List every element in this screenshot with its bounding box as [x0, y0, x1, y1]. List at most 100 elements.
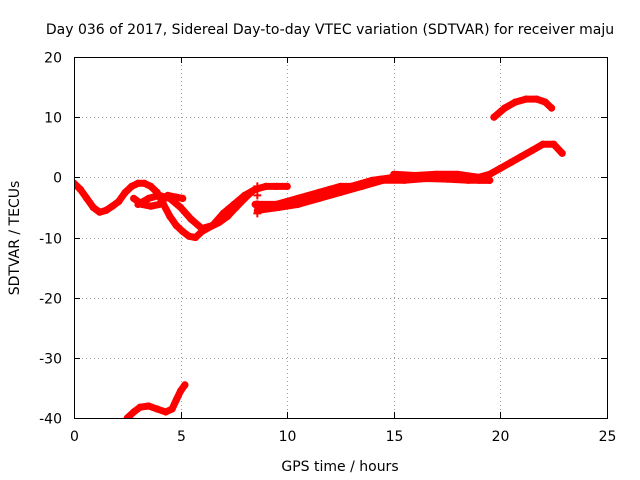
chart-title: Day 036 of 2017, Sidereal Day-to-day VTE…: [46, 22, 614, 38]
data-point: [162, 408, 170, 416]
data-point: [172, 396, 180, 404]
data-point: [140, 179, 148, 187]
data-point: [198, 224, 206, 233]
series-line: [390, 140, 566, 181]
data-point: [108, 202, 116, 210]
data-point: [432, 170, 440, 178]
data-point: [241, 191, 249, 199]
data-point: [209, 221, 217, 230]
y-tick-label: 0: [53, 171, 62, 187]
data-point: [507, 158, 515, 166]
data-point: [539, 140, 547, 148]
data-point: [153, 405, 161, 413]
marker-group: [253, 182, 262, 218]
data-point: [172, 221, 180, 230]
data-point: [486, 176, 494, 184]
data-point: [130, 194, 138, 202]
y-tick-label: -20: [39, 292, 62, 308]
x-tick-label: 25: [599, 429, 617, 445]
plus-marker: [253, 191, 262, 200]
x-axis-label: GPS time / hours: [281, 459, 398, 475]
data-point: [83, 194, 91, 202]
data-point: [379, 176, 387, 184]
series-arc-5: [253, 174, 494, 214]
data-point: [145, 194, 153, 202]
data-point: [115, 197, 123, 205]
data-point: [121, 188, 129, 196]
data-point: [275, 203, 283, 211]
data-point: [522, 95, 530, 103]
data-point: [123, 414, 131, 418]
data-point: [147, 202, 155, 210]
data-point: [185, 232, 193, 240]
y-tick-label: -40: [39, 412, 62, 428]
data-point: [390, 170, 398, 178]
y-tick-label: 10: [44, 111, 62, 127]
data-point: [166, 194, 174, 202]
data-point: [411, 171, 419, 180]
data-point: [134, 179, 142, 187]
series-arc-3: [134, 182, 291, 233]
x-tick-label: 0: [70, 429, 79, 445]
data-point: [134, 200, 142, 208]
x-tick-label: 15: [386, 429, 404, 445]
data-point: [501, 104, 509, 112]
y-tick-label: 20: [44, 51, 62, 67]
series-arc-8: [123, 381, 189, 418]
data-point: [533, 95, 541, 103]
series-line: [123, 381, 189, 418]
data-point: [181, 381, 189, 389]
data-point: [168, 405, 176, 413]
data-point: [541, 98, 549, 106]
series-group: [74, 95, 566, 418]
data-point: [326, 185, 334, 193]
data-point: [179, 194, 187, 202]
x-tick-label: 10: [279, 429, 297, 445]
data-point: [454, 170, 462, 178]
data-point: [179, 227, 187, 236]
data-point: [486, 170, 494, 178]
data-point: [558, 149, 566, 157]
data-point: [89, 203, 97, 211]
tick-labels: 0 5 10 15 20 25 -40 -30 -20 -10 0 10 20: [39, 51, 616, 446]
data-point: [147, 182, 155, 190]
grid: [74, 57, 607, 418]
data-point: [145, 402, 153, 410]
data-point: [96, 208, 104, 216]
data-point: [272, 182, 281, 190]
data-point: [155, 191, 163, 199]
data-point: [294, 194, 302, 202]
y-tick-label: -10: [39, 232, 62, 248]
plus-marker: [253, 209, 262, 218]
y-axis-label: SDTVAR / TECUs: [7, 181, 23, 296]
data-point: [128, 182, 136, 190]
data-point: [490, 113, 498, 121]
data-point: [294, 200, 302, 208]
data-point: [548, 104, 556, 112]
data-point: [155, 200, 163, 208]
series-line: [253, 175, 494, 214]
data-point: [76, 185, 84, 193]
data-point: [191, 233, 200, 242]
data-point: [336, 182, 345, 190]
data-point: [177, 387, 185, 395]
data-point: [336, 188, 345, 196]
series-arc-6: [390, 140, 566, 181]
data-point: [528, 146, 537, 154]
data-point: [475, 173, 483, 181]
data-point: [518, 152, 526, 160]
axis-ticks: [74, 57, 608, 419]
series-arc-7: [490, 95, 556, 121]
plus-marker: [253, 182, 262, 191]
data-point: [358, 182, 366, 190]
data-point: [496, 164, 504, 172]
data-point: [550, 140, 558, 148]
data-point: [136, 403, 144, 411]
data-point: [315, 188, 323, 196]
data-point: [219, 209, 227, 217]
data-point: [177, 203, 185, 211]
data-point: [315, 194, 323, 202]
data-point: [166, 212, 174, 220]
